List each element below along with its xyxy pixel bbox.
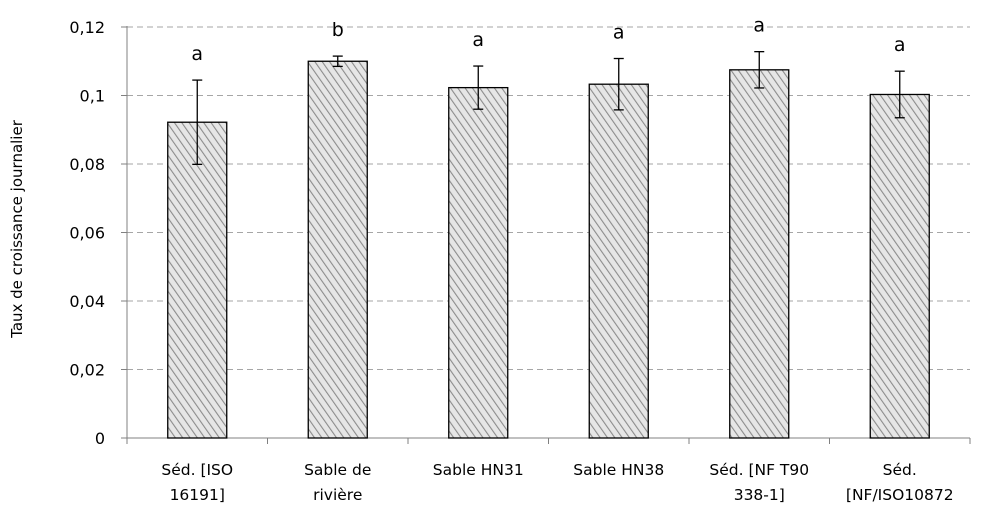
significance-letter: a	[191, 43, 203, 65]
x-category-label: Séd. [NF T90	[709, 461, 809, 479]
bar	[167, 121, 228, 439]
bar	[869, 93, 930, 439]
bar	[448, 86, 509, 439]
y-axis-label: Taux de croissance journalier	[8, 119, 26, 339]
x-category-label: Séd. [ISO	[161, 461, 233, 479]
x-category-label: 16191]	[170, 486, 225, 504]
x-category-label: rivière	[313, 486, 362, 504]
y-tick-label: 0,1	[80, 87, 105, 106]
significance-letter: b	[332, 19, 344, 41]
significance-letter: a	[472, 29, 484, 51]
x-category-label: Sable de	[304, 461, 371, 479]
y-tick-label: 0,08	[69, 155, 105, 174]
x-category-label: Séd.	[883, 461, 917, 479]
axes	[121, 26, 971, 444]
y-tick-label: 0,02	[69, 361, 105, 380]
y-tick-label: 0,04	[69, 292, 105, 311]
labels: 0 0,02 0,04 0,06 0,08 0,1 0,12 a Séd. [ISO 16191]…	[69, 15, 953, 504]
significance-letter: a	[894, 34, 906, 56]
y-tick-label: 0,12	[69, 18, 105, 37]
x-category-label: 338-1]	[734, 486, 785, 504]
bar	[307, 60, 368, 439]
x-category-label: [NF/ISO10872	[846, 486, 954, 504]
y-tick-label: 0,06	[69, 224, 105, 243]
y-tick-label: 0	[95, 429, 105, 448]
bars	[167, 51, 930, 439]
bar	[729, 69, 790, 439]
significance-letter: a	[753, 15, 765, 37]
significance-letter: a	[613, 22, 625, 44]
x-category-label: Sable HN38	[573, 461, 664, 479]
x-category-label: Sable HN31	[433, 461, 524, 479]
grid-lines	[127, 26, 970, 370]
bar	[588, 83, 649, 439]
